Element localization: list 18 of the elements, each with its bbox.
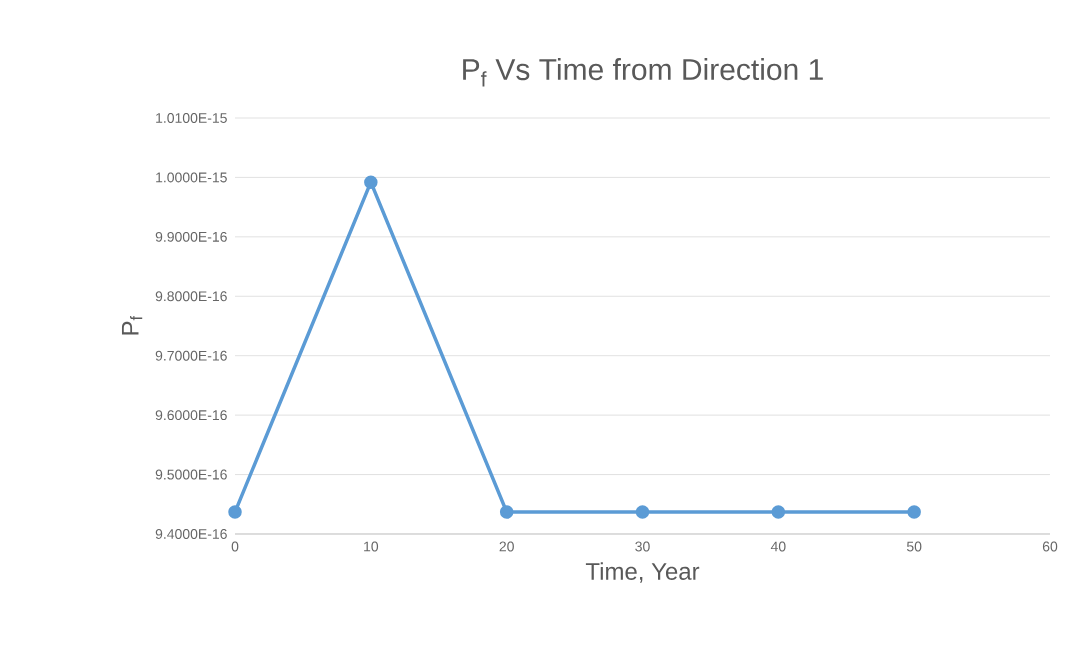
x-tick-label: 30 (635, 541, 650, 552)
y-tick-label: 9.9000E-16 (155, 231, 227, 242)
x-tick-label: 50 (906, 541, 922, 552)
y-tick-label: 1.0000E-15 (156, 172, 227, 183)
y-tick-label: 9.6000E-16 (155, 410, 227, 421)
x-tick-label: 0 (231, 541, 239, 552)
x-tick-label: 20 (499, 541, 514, 552)
y-tick-label: 9.4000E-16 (155, 529, 227, 539)
x-tick-label: 60 (1042, 541, 1058, 552)
y-tick-label: 9.8000E-16 (155, 291, 227, 302)
y-tick-label: 9.5000E-16 (155, 469, 227, 480)
chart-title: P$_{f}$ Vs Time from Direction 1 (463, 58, 823, 87)
y-axis-title: P$_{f}$ (121, 315, 143, 335)
x-tick-label: 40 (770, 541, 786, 552)
x-axis-title: Time, Year (585, 562, 700, 583)
y-tick-label: 9.7000E-16 (155, 350, 227, 361)
y-tick-label: 1.0100E-15 (156, 113, 227, 123)
x-tick-label: 10 (364, 541, 379, 552)
